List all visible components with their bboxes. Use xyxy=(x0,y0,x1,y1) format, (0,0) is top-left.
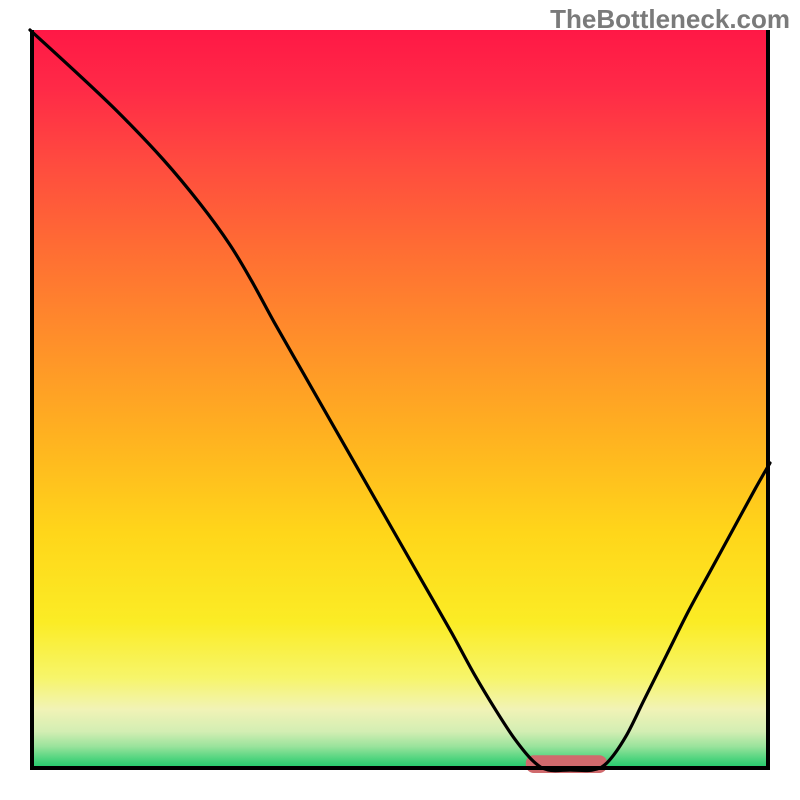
plot-background xyxy=(30,30,770,770)
chart-svg xyxy=(0,0,800,800)
chart-root: TheBottleneck.com xyxy=(0,0,800,800)
